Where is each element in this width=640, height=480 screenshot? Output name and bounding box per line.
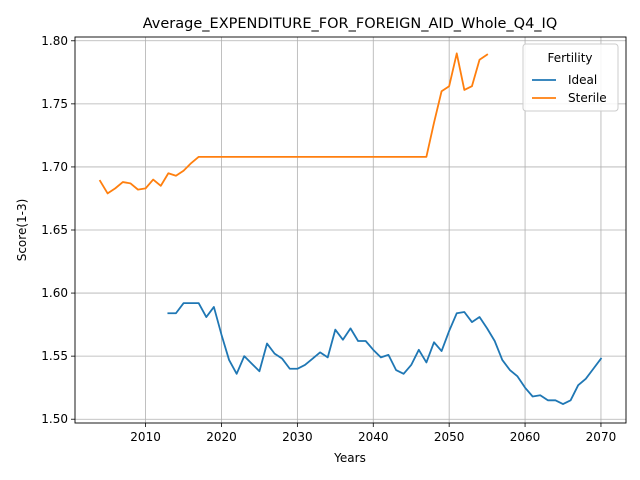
x-axis-ticks: 2010 2020 2030 2040 2050 2060 2070 [130,423,616,444]
legend-title: Fertility [547,51,592,65]
series-line-ideal [167,302,603,405]
series-line-sterile [98,52,489,195]
y-tick-label: 1.75 [41,97,68,111]
legend-label-ideal: Ideal [568,73,597,87]
legend-label-sterile: Sterile [568,91,607,105]
x-tick-label: 2030 [282,430,313,444]
series-lines [98,52,603,405]
y-tick-label: 1.60 [41,286,68,300]
x-tick-label: 2060 [510,430,541,444]
x-tick-label: 2070 [586,430,617,444]
x-tick-label: 2050 [434,430,465,444]
y-tick-label: 1.65 [41,223,68,237]
y-tick-label: 1.80 [41,34,68,48]
y-tick-label: 1.70 [41,160,68,174]
x-tick-label: 2040 [358,430,389,444]
grid [75,37,626,423]
y-tick-label: 1.50 [41,412,68,426]
y-axis-label: Score(1-3) [15,199,29,262]
x-tick-label: 2010 [130,430,161,444]
legend-box [522,43,619,112]
x-axis-label: Years [333,451,366,465]
y-axis-ticks: 1.50 1.55 1.60 1.65 1.70 1.75 1.80 [41,34,75,426]
legend: Fertility Ideal Sterile [522,43,619,112]
y-tick-label: 1.55 [41,349,68,363]
x-tick-label: 2020 [206,430,237,444]
chart-title: Average_EXPENDITURE_FOR_FOREIGN_AID_Whol… [143,16,558,32]
